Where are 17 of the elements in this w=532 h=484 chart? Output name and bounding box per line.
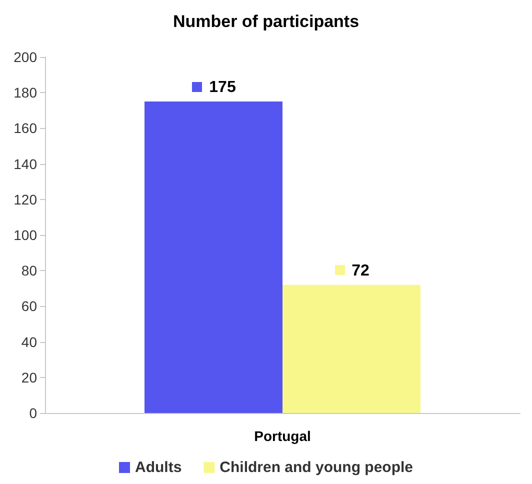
y-tick-label: 60 <box>21 298 38 314</box>
legend-label: Children and young people <box>220 459 414 476</box>
y-tick-label: 200 <box>14 49 38 65</box>
y-tick-label: 100 <box>14 227 38 243</box>
y-tick-label: 160 <box>14 120 38 136</box>
data-label: 72 <box>352 262 370 280</box>
y-tick-label: 80 <box>21 262 38 279</box>
y-tick-label: 120 <box>14 191 38 208</box>
data-label: 175 <box>209 79 236 96</box>
y-tick-label: 40 <box>21 334 38 350</box>
y-tick-label: 180 <box>14 84 38 101</box>
chart-title: Number of participants <box>172 12 360 31</box>
y-tick-label: 140 <box>14 156 38 172</box>
y-tick-label: 20 <box>21 369 38 386</box>
legend-label: Adults <box>135 459 182 476</box>
y-tick-label: 0 <box>29 405 38 421</box>
x-tick-label: Portugal <box>254 428 311 444</box>
